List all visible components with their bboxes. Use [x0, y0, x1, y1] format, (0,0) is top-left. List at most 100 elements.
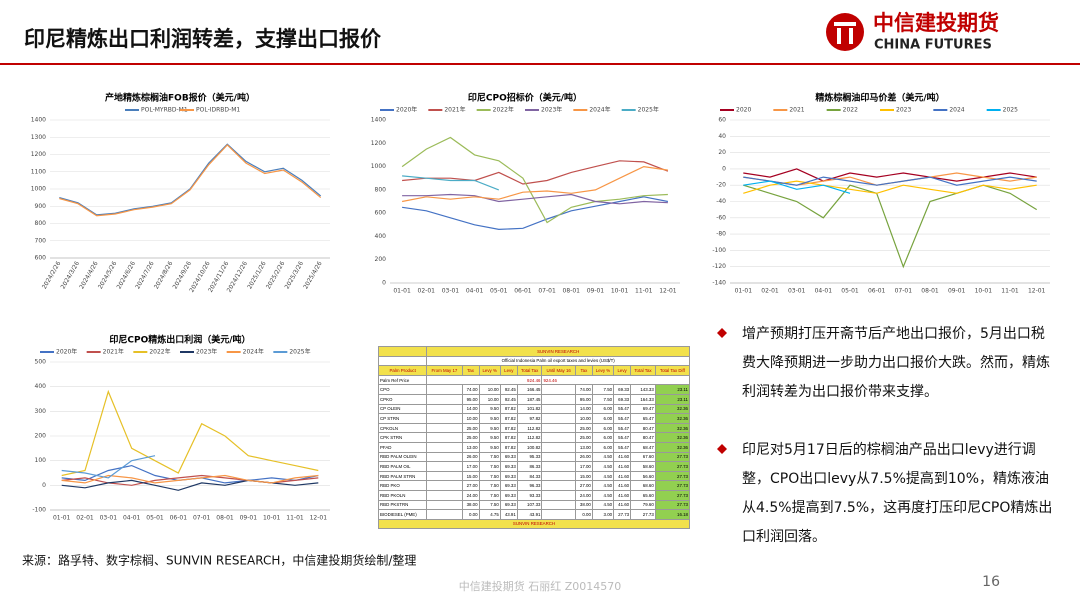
y-tick-label: 1300: [31, 134, 46, 141]
table-cell: 32.36: [654, 432, 691, 443]
table-cell: [541, 403, 576, 415]
table-cell: 13.00: [461, 441, 480, 453]
table-cell: [377, 355, 428, 367]
legend-label: 2024年: [243, 348, 264, 356]
legend-label: POL-IDRBD-M1: [196, 107, 240, 114]
table-cell: BIODIESEL (PME): [377, 509, 428, 520]
table-cell: 58.60: [630, 461, 656, 472]
table-cell: [541, 480, 576, 491]
legend-label: 2023年: [541, 106, 562, 114]
x-tick-label: 07-01: [193, 515, 211, 522]
table-cell: 27.00: [574, 480, 593, 491]
table-cell: 69.33: [499, 461, 518, 472]
series-line: [743, 184, 1038, 269]
y-tick-label: 60: [718, 117, 726, 124]
table-cell: [426, 441, 463, 453]
table-cell: 38.00: [574, 499, 593, 511]
table-cell: 187.45: [516, 393, 543, 405]
table-cell: 27.73: [613, 509, 632, 520]
x-tick-label: 02-01: [761, 288, 779, 295]
table-cell: 27.73: [630, 509, 656, 520]
table-cell: Levy %: [591, 365, 615, 376]
table-cell: 7.50: [591, 393, 615, 405]
levy-table: SUNVIN RESEARCH Official Indonesia Palm o…: [377, 346, 691, 530]
table-cell: CPO: [377, 384, 428, 395]
table-cell: 4.50: [591, 489, 615, 501]
table-cell: [426, 470, 463, 482]
y-tick-label: 0: [722, 165, 726, 172]
table-cell: 4.50: [591, 499, 615, 511]
table-cell: [426, 499, 463, 511]
table-cell: 23.11: [654, 384, 691, 395]
table-cell: 26.00: [461, 451, 480, 463]
table-cell: 7.50: [478, 470, 501, 482]
series-line: [61, 455, 156, 479]
table-cell: CP STRN: [377, 413, 428, 424]
table-cell: RBD PKO: [377, 480, 428, 491]
table-cell: 55.47: [613, 413, 632, 424]
table-cell: Palm Product: [377, 365, 428, 376]
legend-label: 2024: [949, 107, 964, 114]
table-cell: 13.00: [574, 441, 593, 453]
x-tick-label: 11-01: [286, 515, 304, 522]
table-cell: Levy %: [478, 365, 501, 376]
table-cell: 27.00: [461, 480, 480, 491]
table-cell: 27.73: [654, 499, 691, 511]
series-line: [402, 160, 669, 185]
table-cell: 6.00: [591, 413, 615, 424]
table-cell: 69.33: [499, 451, 518, 463]
table-cell: 87.82: [499, 413, 518, 424]
x-tick-label: 2025/4/26: [302, 260, 324, 290]
table-cell: 10.00: [574, 413, 593, 424]
x-tick-label: 12-01: [1028, 288, 1046, 295]
series-line: [61, 389, 319, 477]
series-line: [743, 180, 851, 194]
legend-label: POL-MYRBD-M1: [141, 107, 188, 114]
table-cell: CP OLEIN: [377, 403, 428, 415]
legend-label: 2025年: [289, 348, 310, 356]
x-tick-label: 10-01: [611, 288, 629, 295]
table-cell: 9.50: [478, 441, 501, 453]
y-tick-label: 1000: [31, 186, 46, 193]
x-tick-label: 04-01: [815, 288, 833, 295]
series-line: [743, 176, 1037, 186]
table-cell: 0.00: [461, 509, 480, 520]
table-cell: 65.60: [630, 489, 656, 501]
table-cell: RBD PALM STRN: [377, 470, 428, 482]
table-cell: 38.00: [461, 499, 480, 511]
x-tick-label: 04-01: [466, 288, 484, 295]
x-tick-label: 03-01: [100, 515, 118, 522]
table-cell: 9.50: [478, 403, 501, 415]
table-cell: 32.36: [654, 422, 691, 434]
series-line: [743, 168, 1037, 182]
legend-label: 2021: [789, 107, 804, 114]
series-line: [402, 193, 668, 205]
table-cell: 27.73: [654, 480, 691, 491]
table-cell: 69.47: [630, 403, 656, 415]
legend-label: 2022: [843, 107, 858, 114]
table-cell: 67.60: [630, 451, 656, 463]
series-line: [402, 196, 669, 231]
table-cell: 15.00: [574, 470, 593, 482]
table-cell: [541, 489, 576, 501]
legend-label: 2022年: [493, 106, 514, 114]
table-cell: 27.73: [654, 451, 691, 463]
table-cell: [426, 432, 463, 443]
y-tick-label: 1400: [371, 117, 386, 124]
x-tick-label: 04-01: [123, 515, 141, 522]
table-cell: 3.00: [591, 509, 615, 520]
table-cell: 4.50: [591, 470, 615, 482]
x-tick-label: 03-01: [442, 288, 460, 295]
table-cell: 26.00: [574, 451, 593, 463]
table-cell: [541, 393, 576, 405]
table-cell: 87.82: [499, 432, 518, 443]
table-cell: 112.82: [516, 432, 543, 443]
table-cell: 6.00: [591, 403, 615, 415]
legend-label: 2021年: [444, 106, 465, 114]
x-tick-label: 08-01: [563, 288, 581, 295]
legend-label: 2025: [1003, 107, 1018, 114]
table-cell: 87.82: [499, 422, 518, 434]
table-cell: 32.36: [654, 441, 691, 453]
x-tick-label: 02-01: [76, 515, 94, 522]
